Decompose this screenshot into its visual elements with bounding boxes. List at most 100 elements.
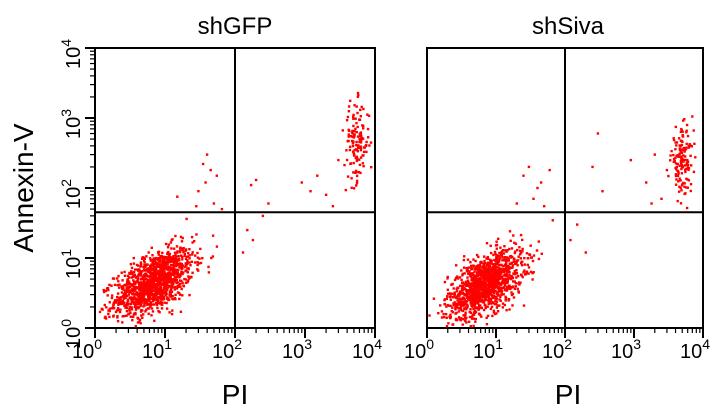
data-point	[548, 168, 551, 172]
data-point	[143, 257, 146, 260]
data-point	[483, 277, 486, 280]
data-point	[362, 107, 365, 111]
data-point	[477, 285, 481, 288]
data-point	[356, 125, 359, 129]
data-point	[680, 148, 683, 152]
data-point	[144, 264, 148, 267]
data-point	[512, 280, 515, 283]
data-point	[155, 276, 159, 279]
data-point	[161, 264, 165, 267]
data-point	[110, 296, 114, 300]
data-point	[113, 301, 116, 304]
data-point	[453, 291, 456, 294]
data-point	[173, 296, 177, 300]
data-point	[194, 254, 197, 257]
data-point	[141, 257, 144, 260]
data-point	[459, 306, 463, 309]
data-point	[532, 271, 535, 274]
data-point	[685, 131, 688, 134]
data-point	[207, 265, 210, 269]
data-point	[492, 311, 496, 314]
data-point	[488, 299, 491, 302]
data-point	[470, 282, 473, 285]
data-point	[495, 269, 498, 272]
data-point	[172, 269, 175, 273]
data-point	[514, 261, 518, 264]
data-point	[488, 265, 492, 268]
data-point	[358, 158, 361, 161]
data-point	[471, 305, 474, 308]
data-point	[493, 258, 496, 262]
data-point	[131, 272, 134, 276]
data-point	[144, 293, 147, 296]
data-point	[168, 265, 171, 269]
data-point	[156, 283, 159, 286]
data-point	[452, 287, 455, 290]
data-point	[198, 257, 201, 260]
data-point	[672, 157, 676, 161]
data-point	[151, 294, 154, 297]
data-point	[486, 305, 489, 308]
data-point	[500, 250, 504, 253]
data-point	[166, 263, 169, 266]
data-point	[167, 271, 170, 274]
data-point	[167, 258, 171, 262]
data-point	[512, 234, 515, 237]
data-point	[468, 315, 472, 319]
data-point	[691, 115, 694, 118]
data-point	[469, 261, 472, 264]
data-point	[475, 292, 478, 295]
data-point	[488, 268, 491, 271]
data-point	[121, 295, 124, 298]
data-point	[163, 259, 166, 262]
data-point	[147, 295, 150, 299]
data-point	[513, 270, 516, 273]
data-point	[487, 300, 490, 303]
data-point	[144, 286, 147, 289]
data-point	[112, 304, 115, 307]
data-point	[478, 290, 481, 293]
data-point	[461, 304, 465, 307]
data-point	[147, 271, 150, 274]
data-point	[351, 150, 355, 153]
data-point	[124, 291, 127, 294]
data-point	[170, 247, 173, 250]
data-point	[144, 301, 147, 305]
data-point	[194, 261, 197, 264]
data-point	[450, 310, 453, 313]
data-point	[693, 142, 696, 145]
data-point	[469, 302, 472, 305]
data-point	[468, 290, 471, 293]
data-point	[677, 190, 681, 193]
data-point	[483, 255, 486, 258]
data-point	[146, 294, 150, 297]
data-point	[350, 177, 353, 180]
data-point	[116, 277, 119, 280]
data-point	[507, 259, 510, 262]
data-point	[132, 313, 136, 316]
data-point	[195, 205, 198, 208]
data-point	[147, 279, 151, 283]
data-point	[199, 247, 202, 251]
data-point	[352, 113, 355, 117]
data-point	[465, 267, 468, 270]
data-point	[177, 291, 181, 295]
data-point	[254, 178, 258, 182]
data-point	[498, 290, 502, 293]
data-point	[496, 266, 499, 269]
data-point	[156, 280, 159, 283]
data-point	[359, 156, 363, 159]
data-point	[156, 306, 159, 310]
data-point	[145, 290, 148, 293]
data-point	[484, 297, 487, 300]
data-point	[686, 178, 689, 181]
data-point	[482, 294, 485, 298]
data-point	[491, 268, 494, 271]
data-point	[475, 253, 479, 257]
data-point	[472, 277, 476, 280]
data-point	[146, 307, 149, 310]
data-point	[448, 295, 452, 299]
data-point	[182, 250, 185, 254]
data-point	[132, 271, 136, 274]
data-point	[343, 163, 346, 167]
